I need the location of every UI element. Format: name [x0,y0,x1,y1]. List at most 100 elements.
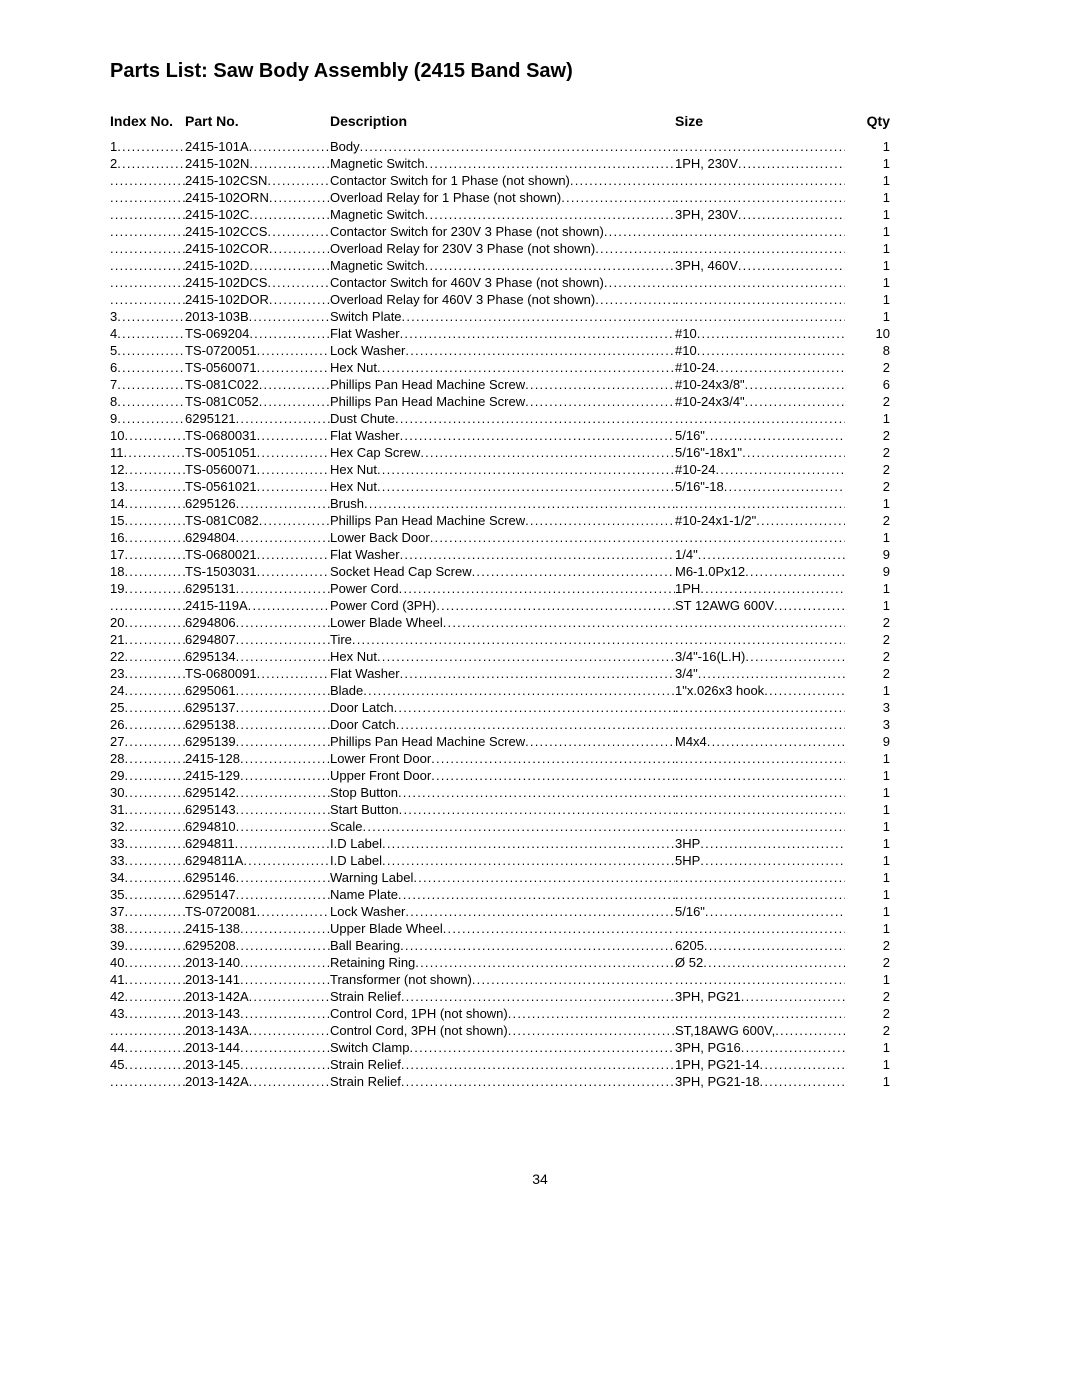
table-row: 7 TS-081C022 Phillips Pan Head Machine S… [110,377,970,394]
cell-partno: 2013-142A [185,1074,330,1091]
cell-qty: 3 [845,717,890,734]
cell-description: Contactor Switch for 1 Phase (not shown) [330,173,675,190]
cell-description: Scale [330,819,675,836]
cell-description: Overload Relay for 230V 3 Phase (not sho… [330,241,675,258]
cell-qty: 1 [845,598,890,615]
parts-list: 1 2415-101A Body 12 2415-102N Magnetic S… [110,139,970,1091]
cell-size: 1PH, PG21-14 [675,1057,845,1074]
cell-index: 20 [110,615,185,632]
cell-size: Ø 52 [675,955,845,972]
cell-partno: 6294810 [185,819,330,836]
cell-qty: 1 [845,1040,890,1057]
cell-partno: 2415-129 [185,768,330,785]
cell-qty: 1 [845,921,890,938]
cell-description: Magnetic Switch [330,258,675,275]
table-row: 2415-102CSN Contactor Switch for 1 Phase… [110,173,970,190]
cell-description: Flat Washer [330,547,675,564]
cell-index: 30 [110,785,185,802]
cell-size: 3PH, PG21 [675,989,845,1006]
cell-partno: 2415-138 [185,921,330,938]
cell-partno: 2013-140 [185,955,330,972]
cell-partno: TS-081C022 [185,377,330,394]
cell-qty: 1 [845,275,890,292]
cell-qty: 2 [845,989,890,1006]
cell-index: 16 [110,530,185,547]
cell-qty: 2 [845,615,890,632]
cell-size [675,1006,845,1023]
cell-size: #10-24 [675,462,845,479]
cell-index [110,1074,185,1091]
cell-description: Stop Button [330,785,675,802]
table-row: 34 6295146 Warning Label 1 [110,870,970,887]
cell-size [675,275,845,292]
cell-description: Hex Cap Screw [330,445,675,462]
table-row: 14 6295126 Brush 1 [110,496,970,513]
cell-index: 45 [110,1057,185,1074]
cell-qty: 1 [845,173,890,190]
cell-qty: 2 [845,445,890,462]
cell-qty: 2 [845,513,890,530]
cell-size [675,309,845,326]
table-row: 1 2415-101A Body 1 [110,139,970,156]
cell-qty: 8 [845,343,890,360]
cell-size: 3PH, 230V [675,207,845,224]
cell-partno: 6295138 [185,717,330,734]
cell-size [675,224,845,241]
cell-description: Hex Nut [330,360,675,377]
cell-description: Hex Nut [330,649,675,666]
cell-description: Flat Washer [330,326,675,343]
cell-size [675,496,845,513]
table-row: 13 TS-0561021 Hex Nut 5/16"-18 2 [110,479,970,496]
cell-partno: 2013-141 [185,972,330,989]
cell-index: 21 [110,632,185,649]
cell-size: #10-24x3/8" [675,377,845,394]
cell-index: 35 [110,887,185,904]
table-row: 33 6294811A I.D Label 5HP 1 [110,853,970,870]
cell-description: Contactor Switch for 460V 3 Phase (not s… [330,275,675,292]
table-row: 8 TS-081C052 Phillips Pan Head Machine S… [110,394,970,411]
cell-size: #10-24 [675,360,845,377]
cell-index: 9 [110,411,185,428]
cell-partno: TS-0561021 [185,479,330,496]
cell-description: Overload Relay for 460V 3 Phase (not sho… [330,292,675,309]
cell-size: 1"x.026x3 hook [675,683,845,700]
cell-qty: 3 [845,700,890,717]
cell-partno: 6295131 [185,581,330,598]
cell-description: Ball Bearing [330,938,675,955]
cell-index: 23 [110,666,185,683]
cell-qty: 2 [845,479,890,496]
cell-qty: 1 [845,751,890,768]
cell-qty: 1 [845,972,890,989]
cell-qty: 1 [845,207,890,224]
cell-description: Power Cord [330,581,675,598]
table-row: 2415-102D Magnetic Switch 3PH, 460V 1 [110,258,970,275]
cell-index: 8 [110,394,185,411]
cell-size: #10 [675,326,845,343]
table-row: 33 6294811 I.D Label 3HP 1 [110,836,970,853]
cell-description: Strain Relief [330,1057,675,1074]
cell-partno: 2415-102DOR [185,292,330,309]
cell-partno: TS-0680091 [185,666,330,683]
table-row: 10 TS-0680031 Flat Washer 5/16" 2 [110,428,970,445]
cell-description: Control Cord, 3PH (not shown) [330,1023,675,1040]
table-row: 38 2415-138 Upper Blade Wheel 1 [110,921,970,938]
cell-description: Flat Washer [330,428,675,445]
table-row: 9 6295121 Dust Chute 1 [110,411,970,428]
table-row: 2415-102CCS Contactor Switch for 230V 3 … [110,224,970,241]
cell-size [675,717,845,734]
cell-description: I.D Label [330,853,675,870]
cell-description: Lock Washer [330,343,675,360]
cell-index: 4 [110,326,185,343]
cell-partno: TS-0680021 [185,547,330,564]
cell-qty: 2 [845,666,890,683]
cell-size [675,972,845,989]
cell-qty: 1 [845,224,890,241]
cell-qty: 9 [845,547,890,564]
table-row: 41 2013-141 Transformer (not shown) 1 [110,972,970,989]
cell-size: 5HP [675,853,845,870]
cell-qty: 1 [845,836,890,853]
cell-size [675,292,845,309]
cell-index: 37 [110,904,185,921]
cell-index: 38 [110,921,185,938]
cell-description: Magnetic Switch [330,207,675,224]
